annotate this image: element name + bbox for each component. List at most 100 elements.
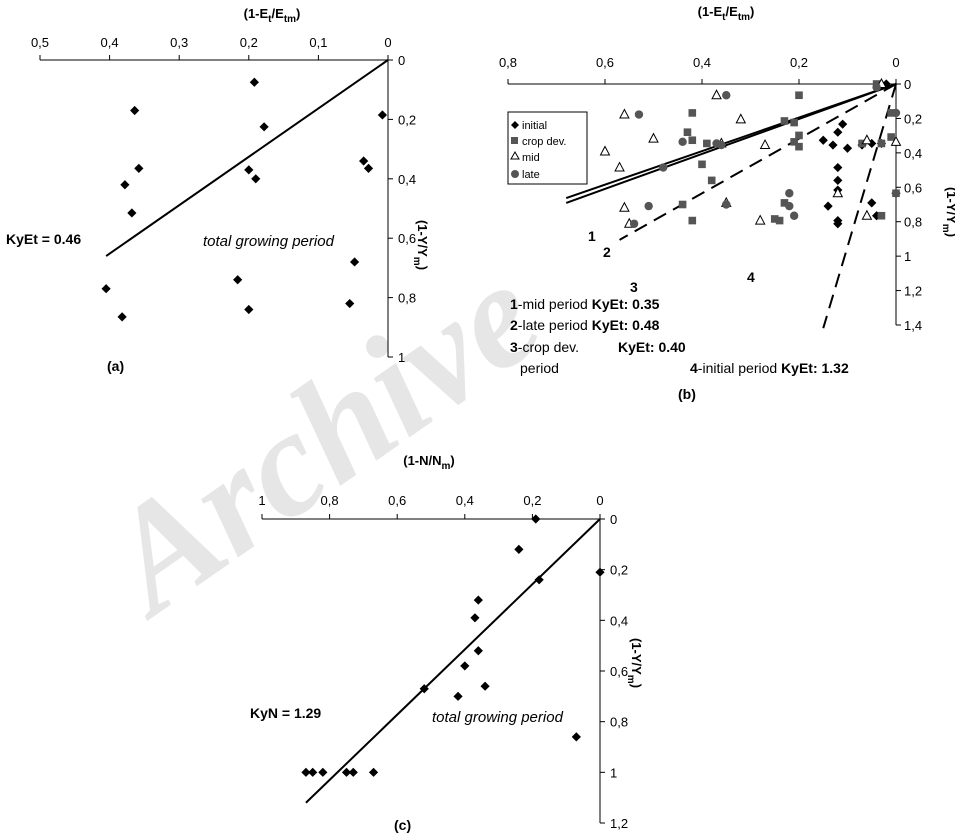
panel-c-axes (261, 514, 605, 824)
panel-c: 1 0,8 0,6 0,4 0,2 00 0,2 0,4 0,6 0,8 1 1,2 (1-N/Nm)… (250, 453, 644, 833)
x-tick-label: 0,2 (790, 55, 808, 70)
point-crop-dev (703, 139, 711, 148)
y-tick-label: 0,2 (904, 111, 922, 126)
point-late (789, 211, 799, 220)
point-crop-dev (795, 131, 803, 140)
point-initial (828, 140, 838, 150)
point-mid (759, 138, 771, 150)
data-point (534, 575, 544, 585)
note-1: 1-mid period KyEt: 0.35 (510, 296, 660, 312)
data-point (348, 767, 358, 777)
point-crop-dev (698, 160, 706, 169)
data-point (301, 767, 311, 777)
legend-marker-crop-dev (511, 137, 518, 144)
data-point (473, 646, 483, 656)
panel-a-annotation: total growing period (203, 233, 335, 250)
data-point (595, 567, 605, 577)
fit-line (305, 518, 601, 804)
watermark: Archive (71, 230, 569, 648)
data-point (460, 661, 470, 671)
panel-c-tick-labels: 1 0,8 0,6 0,4 0,2 00 0,2 0,4 0,6 0,8 1 1,2 (258, 493, 628, 831)
panel-a-x-title: (1-Et/Etm) (244, 6, 301, 25)
y-tick-label: 0,4 (398, 172, 416, 187)
data-point (453, 691, 463, 701)
data-point (249, 77, 259, 87)
y-tick-label: 1 (398, 350, 405, 365)
line-number-1: 1 (588, 228, 596, 244)
data-point (514, 544, 524, 554)
point-crop-dev (683, 128, 692, 136)
data-point (363, 163, 374, 174)
x-tick-label: 0 (596, 493, 603, 508)
data-point (419, 684, 429, 694)
data-point (480, 681, 490, 691)
point-initial (833, 175, 843, 185)
x-tick-label: 0,6 (388, 493, 406, 508)
data-point (251, 174, 261, 184)
point-crop-dev (795, 91, 803, 100)
point-initial (833, 162, 843, 173)
point-crop-dev (877, 211, 886, 220)
x-tick-label: 0,3 (170, 35, 188, 50)
data-point (120, 180, 130, 190)
legend-marker-mid (510, 150, 520, 160)
point-mid (832, 187, 844, 198)
panel-a-coefficient: KyEt = 0.46 (6, 231, 81, 247)
point-crop-dev (678, 200, 687, 209)
note-3: 3-crop dev. (510, 339, 579, 355)
point-crop-dev (780, 199, 789, 207)
panel-b-legend: initial crop dev. mid late (507, 111, 588, 185)
point-initial (842, 143, 853, 153)
point-mid (735, 113, 747, 124)
x-tick-label: 0 (892, 55, 899, 70)
y-tick-label: 1,2 (610, 816, 628, 831)
point-crop-dev (707, 176, 716, 185)
data-point (368, 767, 379, 777)
point-late (678, 137, 687, 147)
x-tick-label: 0,2 (240, 35, 258, 50)
data-point (134, 163, 144, 174)
point-late (722, 200, 731, 209)
line-number-2: 2 (603, 244, 611, 260)
data-point (377, 110, 388, 120)
point-initial (881, 79, 891, 89)
point-late (722, 91, 731, 100)
panel-c-annotation: total growing period (432, 709, 564, 726)
panel-a: 0,5 0,4 0,3 0,2 0,1 00 0,2 0,4 0,6 0,8 1 (1-Et/Etm… (6, 6, 430, 374)
x-tick-label: 0,4 (693, 55, 711, 70)
legend-entry-initial: initial (522, 120, 547, 132)
point-initial (818, 135, 828, 145)
panel-a-y-title: (1-Y/Ym) (411, 220, 430, 270)
x-tick-label: 0 (384, 35, 391, 50)
point-late (891, 108, 901, 118)
data-point (308, 767, 318, 777)
point-crop-dev (887, 133, 895, 141)
panel-c-coefficient: KyN = 1.29 (250, 705, 321, 721)
x-tick-label: 0,8 (499, 55, 517, 70)
y-tick-label: 0,2 (610, 563, 628, 578)
point-crop-dev (795, 142, 803, 151)
point-crop-dev (790, 138, 798, 146)
point-late (785, 189, 794, 198)
panel-c-label: (c) (394, 817, 411, 833)
y-tick-label: 0,6 (398, 231, 416, 246)
y-tick-label: 0,8 (398, 291, 416, 306)
note-2: 2-late period KyEt: 0.48 (510, 317, 660, 333)
line-number-3: 3 (630, 279, 638, 295)
point-mid (619, 108, 630, 119)
point-mid (648, 132, 659, 143)
data-point (130, 105, 140, 116)
panel-a-marks (101, 59, 389, 322)
fit-line-3 (619, 83, 897, 241)
point-mid (861, 134, 873, 145)
point-late (872, 83, 881, 92)
x-tick-label: 0,2 (523, 493, 541, 508)
point-initial (833, 127, 843, 137)
point-crop-dev (688, 109, 697, 117)
point-mid (861, 209, 873, 220)
point-crop-dev (688, 216, 697, 225)
point-crop-dev (887, 109, 895, 117)
point-late (712, 139, 721, 148)
point-crop-dev (892, 189, 900, 198)
